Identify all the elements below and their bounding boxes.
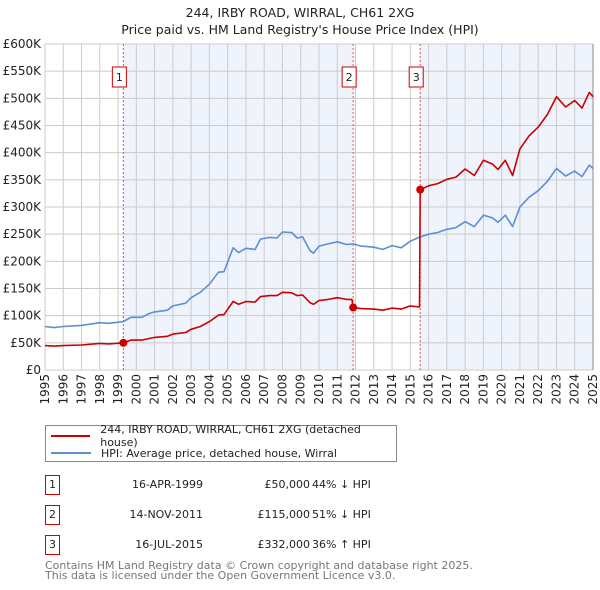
y-tick-label: £500K bbox=[3, 91, 43, 105]
sale-label-1: 1 bbox=[116, 71, 123, 84]
y-tick-label: £350K bbox=[3, 173, 43, 187]
y-tick-label: £50K bbox=[10, 336, 42, 350]
x-tick-label: 2011 bbox=[330, 374, 344, 405]
x-tick-label: 2002 bbox=[166, 374, 180, 405]
y-tick-label: £300K bbox=[3, 200, 43, 214]
sale-price: £115,000 bbox=[257, 508, 311, 521]
x-tick-label: 2014 bbox=[385, 374, 399, 405]
series-line-hpi bbox=[44, 164, 594, 329]
x-tick-label: 2018 bbox=[458, 374, 472, 405]
x-tick-label: 2003 bbox=[184, 374, 198, 405]
chart-subtitle: Price paid vs. HM Land Registry's House … bbox=[121, 22, 479, 37]
y-tick-label: £100K bbox=[3, 309, 43, 323]
plot-area: £0 £50K £100K £150K £200K £250K £300K £350K £400… bbox=[3, 37, 600, 405]
footer-copyright: Contains HM Land Registry data © Crown c… bbox=[45, 559, 473, 572]
legend: 244, IRBY ROAD, WIRRAL, CH61 2XG (detach… bbox=[45, 423, 397, 462]
x-tick-label: 2008 bbox=[275, 374, 289, 405]
y-tick-label: £200K bbox=[3, 254, 43, 268]
sale-point-3 bbox=[416, 185, 425, 194]
sale-hpi-diff: 51% ↓ HPI bbox=[312, 508, 371, 521]
x-tick-label: 2006 bbox=[239, 374, 253, 405]
x-tick-label: 1996 bbox=[56, 374, 70, 405]
x-tick-label: 2007 bbox=[257, 374, 271, 405]
footer-licence: This data is licensed under the Open Gov… bbox=[45, 569, 396, 582]
x-tick-label: 2019 bbox=[476, 374, 490, 405]
x-tick-label: 2022 bbox=[531, 374, 545, 405]
sale-point-1 bbox=[119, 338, 128, 347]
series-line-property bbox=[44, 91, 594, 347]
sale-row-2: 2 14-NOV-2011 £115,000 51% ↓ HPI bbox=[45, 505, 465, 525]
sale-label-2: 2 bbox=[346, 71, 353, 84]
legend-item-property: 244, IRBY ROAD, WIRRAL, CH61 2XG (detach… bbox=[46, 423, 396, 449]
sale-price: £50,000 bbox=[264, 478, 311, 491]
x-tick-label: 1997 bbox=[75, 374, 89, 405]
x-tick-label: 2017 bbox=[440, 374, 454, 405]
sale-row-1: 1 16-APR-1999 £50,000 44% ↓ HPI bbox=[45, 475, 465, 495]
x-tick-label: 2015 bbox=[403, 374, 417, 405]
sale-number-badge: 3 bbox=[45, 535, 60, 555]
sale-price: £332,000 bbox=[257, 538, 311, 551]
x-tick-label: 1998 bbox=[93, 374, 107, 405]
x-tick-label: 2010 bbox=[312, 374, 326, 405]
sale-label-box-3 bbox=[408, 66, 424, 88]
sale-number-badge: 1 bbox=[45, 475, 60, 495]
sale-number-badge: 2 bbox=[45, 505, 60, 525]
legend-label-hpi: HPI: Average price, detached house, Wirr… bbox=[101, 446, 337, 460]
x-tick-label: 2024 bbox=[568, 374, 582, 405]
x-tick-label: 2012 bbox=[349, 374, 363, 405]
x-tick-label: 1999 bbox=[111, 374, 125, 405]
sale-row-3: 3 16-JUL-2015 £332,000 36% ↑ HPI bbox=[45, 535, 465, 555]
y-tick-label: £250K bbox=[3, 227, 43, 241]
legend-label-property: 244, IRBY ROAD, WIRRAL, CH61 2XG (detach… bbox=[100, 423, 361, 449]
sale-date: 14-NOV-2011 bbox=[129, 508, 203, 521]
x-tick-label: 2016 bbox=[422, 374, 436, 405]
y-tick-label: £400K bbox=[3, 146, 43, 160]
legend-swatch-hpi bbox=[51, 452, 91, 454]
x-tick-label: 2013 bbox=[367, 374, 381, 405]
sale-hpi-diff: 36% ↑ HPI bbox=[312, 538, 371, 551]
chart-title: 244, IRBY ROAD, WIRRAL, CH61 2XG bbox=[185, 5, 415, 20]
x-tick-label: 2025 bbox=[586, 374, 600, 405]
legend-swatch-property bbox=[51, 435, 91, 437]
y-tick-label: £0 bbox=[26, 363, 41, 377]
sale-date: 16-APR-1999 bbox=[131, 478, 203, 491]
legend-item-hpi: HPI: Average price, detached house, Wirr… bbox=[46, 445, 337, 461]
y-tick-label: £550K bbox=[3, 64, 43, 78]
x-tick-label: 2000 bbox=[129, 374, 143, 405]
x-tick-label: 2020 bbox=[495, 374, 509, 405]
sale-label-3: 3 bbox=[413, 71, 420, 84]
x-tick-label: 1995 bbox=[38, 374, 52, 405]
x-tick-label: 2004 bbox=[202, 374, 216, 405]
y-tick-label: £600K bbox=[3, 37, 43, 51]
sale-label-box-1 bbox=[111, 66, 127, 88]
sale-date: 16-JUL-2015 bbox=[135, 538, 203, 551]
x-tick-label: 2001 bbox=[148, 374, 162, 405]
y-tick-label: £450K bbox=[3, 119, 43, 133]
sale-point-2 bbox=[349, 303, 358, 312]
x-tick-label: 2023 bbox=[549, 374, 563, 405]
x-tick-label: 2009 bbox=[294, 374, 308, 405]
x-tick-label: 2005 bbox=[221, 374, 235, 405]
sale-label-box-2 bbox=[341, 66, 357, 88]
x-tick-label: 2021 bbox=[513, 374, 527, 405]
y-tick-label: £150K bbox=[3, 282, 43, 296]
sale-hpi-diff: 44% ↓ HPI bbox=[312, 478, 371, 491]
